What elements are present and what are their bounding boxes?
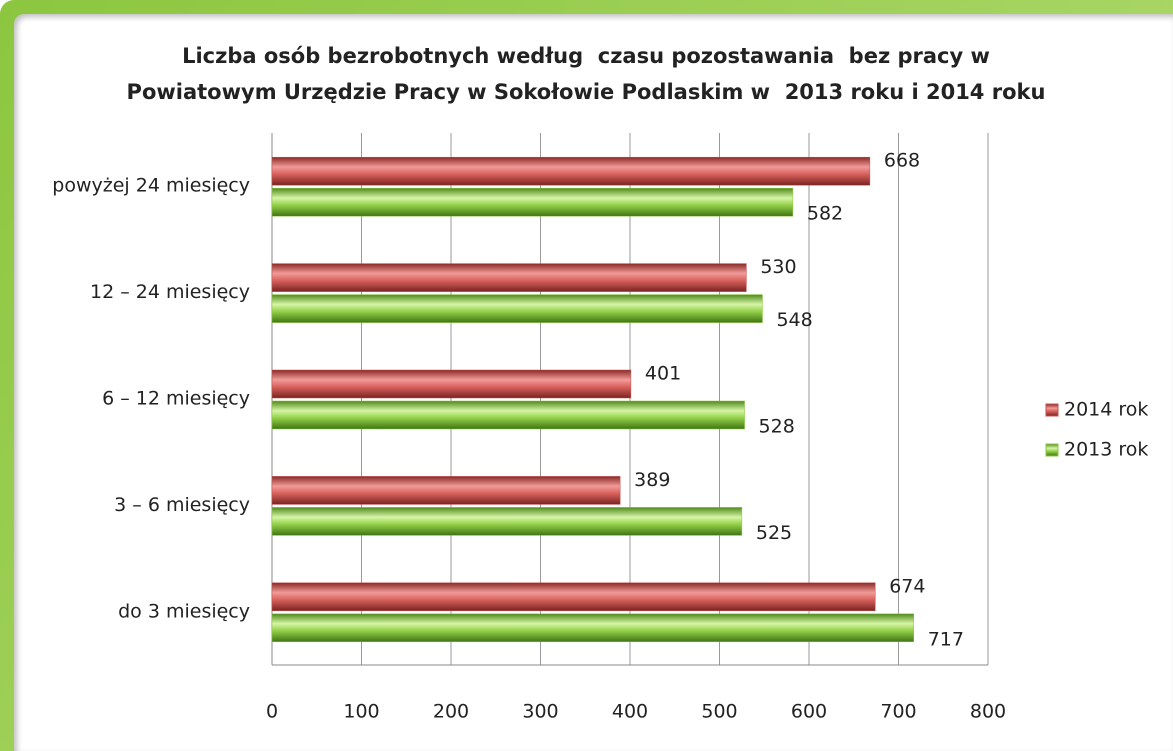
y-tick-label: 12 – 24 miesięcy <box>90 281 250 303</box>
data-label: 668 <box>884 150 920 172</box>
x-tick-label: 300 <box>522 701 558 723</box>
bar <box>271 613 914 643</box>
data-label: 528 <box>759 416 795 438</box>
legend-label: 2013 rok <box>1064 439 1148 461</box>
bar <box>271 476 621 505</box>
data-label: 674 <box>889 575 925 597</box>
x-tick-label: 100 <box>343 701 379 723</box>
x-tick-label: 700 <box>880 701 916 723</box>
data-label: 525 <box>756 522 792 544</box>
data-label: 548 <box>776 309 812 331</box>
bar <box>271 369 632 399</box>
bar <box>271 263 747 292</box>
x-tick-label: 200 <box>433 701 469 723</box>
bar <box>271 507 743 536</box>
x-tick-label: 0 <box>266 701 278 723</box>
data-label: 389 <box>634 469 670 491</box>
x-tick-label: 800 <box>970 701 1006 723</box>
data-label: 401 <box>645 363 681 385</box>
legend-label: 2014 rok <box>1064 399 1148 421</box>
bar <box>271 156 871 186</box>
bar <box>271 582 876 612</box>
y-tick-label: do 3 miesięcy <box>118 600 250 622</box>
chart-title: Liczba osób bezrobotnych według czasu po… <box>182 44 990 68</box>
x-tick-label: 400 <box>612 701 648 723</box>
bar <box>271 294 763 323</box>
bar <box>271 187 794 217</box>
legend-marker <box>1045 403 1059 417</box>
y-tick-label: 3 – 6 miesięcy <box>114 494 250 516</box>
x-tick-label: 500 <box>701 701 737 723</box>
bar <box>271 400 745 430</box>
x-tick-label: 600 <box>791 701 827 723</box>
chart-title: Powiatowym Urzędzie Pracy w Sokołowie Po… <box>127 80 1046 104</box>
data-label: 717 <box>928 628 964 650</box>
data-label: 582 <box>807 203 843 225</box>
y-tick-label: powyżej 24 miesięcy <box>52 175 250 197</box>
legend-marker <box>1045 443 1059 457</box>
y-tick-label: 6 – 12 miesięcy <box>102 388 250 410</box>
data-label: 530 <box>760 256 796 278</box>
